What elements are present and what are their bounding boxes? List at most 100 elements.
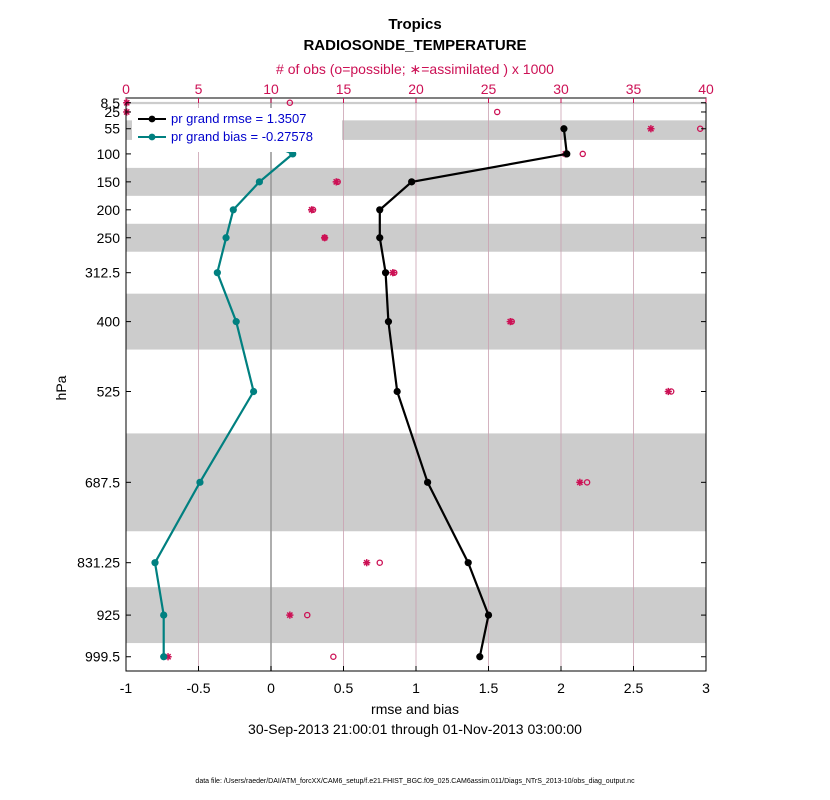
- series-point-1: [160, 653, 168, 661]
- obs-assimilated-marker: [308, 206, 316, 214]
- y-tick-label: 200: [97, 202, 121, 218]
- series-point-1: [160, 611, 168, 619]
- asterisk-stroke: [308, 206, 315, 213]
- y-tick-label: 999.5: [85, 649, 120, 665]
- series-line-0: [378, 128, 569, 657]
- y-tick-label: 55: [104, 121, 120, 137]
- obs-assimilated-marker: [506, 318, 514, 326]
- legend-marker-0: [148, 115, 156, 123]
- top-tick-label: 0: [122, 81, 130, 97]
- top-axis-label: # of obs (o=possible; ∗=assimilated ) x …: [276, 61, 554, 77]
- obs-assimilated-marker: [286, 611, 294, 619]
- x-tick-label: 0.5: [334, 680, 354, 696]
- obs-assimilated-marker: [664, 387, 672, 396]
- series-point-0: [384, 318, 393, 326]
- y-tick-label: 8.5: [101, 95, 121, 111]
- x-tick-label: 1.5: [479, 680, 499, 696]
- series-point-1: [289, 150, 297, 158]
- y-tick-label: 150: [97, 174, 121, 190]
- series-point-0: [408, 178, 416, 186]
- obs-possible-marker: [376, 559, 383, 566]
- series-line-1: [153, 127, 295, 657]
- x-tick-label: 1: [412, 680, 420, 696]
- top-tick-label: 15: [336, 81, 352, 97]
- obs-possible-marker: [286, 99, 294, 107]
- series-point-0: [464, 559, 472, 567]
- obs-assimilated-marker: [321, 234, 329, 242]
- footer-data-file: data file: /Users/raeder/DAI/ATM_forcXX/…: [195, 778, 635, 785]
- chart-title: Tropics: [388, 16, 441, 33]
- x-tick-label: 2: [557, 680, 565, 696]
- y-tick-label: 100: [97, 146, 121, 162]
- series-point-1: [222, 234, 230, 242]
- data-series: [151, 125, 571, 661]
- series-point-0: [563, 150, 571, 158]
- asterisk-stroke: [321, 234, 328, 241]
- series-point-0: [560, 125, 568, 133]
- obs-assimilated-marker: [647, 125, 655, 133]
- y-tick-label: 687.5: [85, 474, 120, 490]
- x-axis-label: rmse and bias: [371, 701, 459, 717]
- series-point-0: [381, 269, 390, 277]
- asterisk-stroke: [286, 611, 293, 619]
- top-tick-label: 20: [408, 81, 424, 97]
- axes: -1 -0.5 0 0.5 1 1.5 2 2.5 30 5 10 15 20 25 30 35 408.525…: [77, 81, 714, 696]
- obs-markers: [123, 99, 704, 661]
- series-point-0: [424, 478, 432, 486]
- obs-possible-marker: [579, 150, 587, 158]
- legend: pr grand rmse = 1.3507 pr grand bias = -0…: [132, 108, 342, 152]
- obs-assimilated-marker: [389, 269, 397, 277]
- series-point-1: [255, 178, 263, 186]
- top-tick-label: 25: [481, 81, 497, 97]
- asterisk-stroke: [389, 269, 396, 276]
- x-tick-label: 3: [702, 680, 710, 696]
- obs-assimilated-marker: [576, 478, 584, 486]
- top-tick-label: 5: [195, 81, 203, 97]
- series-point-0: [476, 653, 484, 661]
- asterisk-stroke: [363, 559, 370, 566]
- series-point-1: [232, 318, 240, 326]
- series-point-1: [213, 269, 221, 277]
- x-tick-label: -1: [120, 680, 133, 696]
- series-point-0: [376, 206, 384, 214]
- series-point-1: [151, 559, 159, 567]
- legend-label: pr grand rmse = 1.3507: [171, 111, 307, 126]
- y-axis-label: hPa: [53, 375, 69, 400]
- asterisk-stroke: [507, 318, 514, 325]
- y-tick-label: 831.25: [77, 555, 120, 571]
- top-tick-label: 40: [698, 81, 714, 97]
- series-point-0: [376, 234, 384, 242]
- date-range: 30-Sep-2013 21:00:01 through 01-Nov-2013…: [248, 721, 582, 737]
- series-point-1: [196, 478, 204, 486]
- x-tick-label: 0: [267, 680, 275, 696]
- x-tick-label: -0.5: [186, 680, 210, 696]
- y-tick-label: 925: [97, 607, 121, 623]
- legend-label: pr grand bias = -0.27578: [171, 129, 313, 144]
- asterisk-stroke: [333, 178, 340, 185]
- y-tick-label: 525: [97, 383, 121, 399]
- top-tick-label: 30: [553, 81, 569, 97]
- legend-box: [132, 108, 342, 152]
- top-tick-label: 10: [263, 81, 279, 97]
- y-tick-label: 312.5: [85, 265, 120, 281]
- series-point-1: [250, 387, 258, 396]
- asterisk-stroke: [665, 388, 672, 395]
- y-tick-label: 25: [104, 104, 120, 120]
- x-tick-label: 2.5: [624, 680, 644, 696]
- obs-possible-marker: [493, 108, 501, 116]
- asterisk-stroke: [576, 479, 583, 486]
- series-point-0: [484, 611, 493, 619]
- legend-marker-1: [148, 133, 156, 141]
- y-tick-label: 250: [97, 230, 121, 246]
- obs-possible-marker: [330, 653, 337, 660]
- chart-subtitle: RADIOSONDE_TEMPERATURE: [303, 37, 526, 54]
- series-point-0: [393, 387, 401, 396]
- y-tick-label: 400: [97, 314, 121, 330]
- obs-possible-marker: [583, 479, 591, 486]
- top-tick-label: 35: [626, 81, 642, 97]
- obs-possible-marker: [303, 611, 311, 619]
- asterisk-stroke: [647, 125, 655, 132]
- obs-assimilated-marker: [332, 178, 340, 186]
- series-point-1: [229, 206, 237, 214]
